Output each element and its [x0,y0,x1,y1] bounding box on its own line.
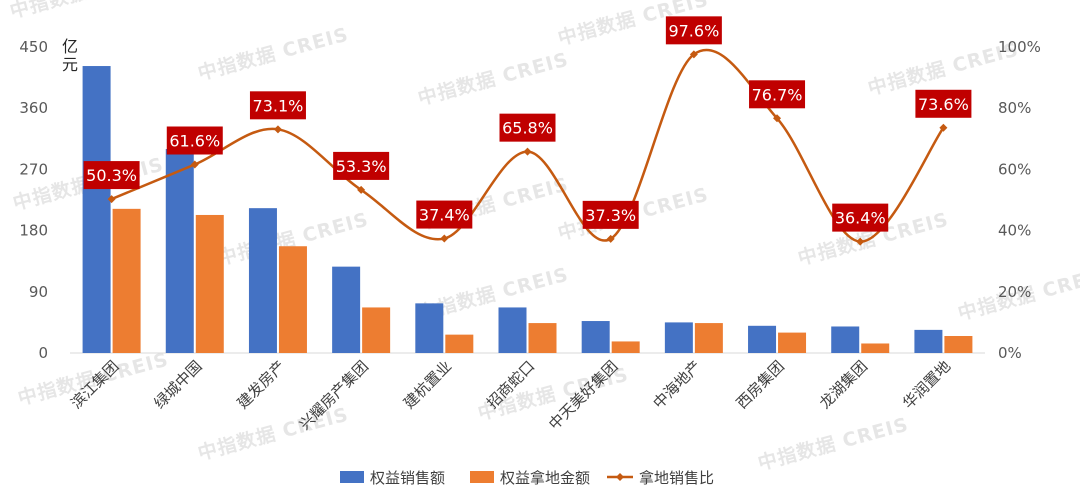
line-point-marker [606,234,615,243]
bar-sales [165,149,194,353]
watermark-text: 中指数据 CREIS [415,48,571,110]
bar-land [195,214,224,353]
left-axis: 0 90 180 270 360 450 [19,38,48,362]
bar-sales [332,266,361,353]
left-axis-tick: 270 [19,160,48,178]
legend-swatch [470,471,494,483]
legend-marker [616,473,624,481]
bar-sales [748,325,777,353]
category-label: 华润置地 [899,357,954,412]
legend-label: 拿地销售比 [639,469,714,487]
bar-sales [831,326,860,353]
data-label: 36.4% [835,209,886,228]
bar-land [278,246,307,353]
line-point-marker [856,237,865,246]
category-label: 建杭置业 [400,357,455,412]
bar-land [778,332,807,353]
left-axis-tick: 450 [19,38,48,56]
watermark-text: 中指数据 CREIS [755,413,911,475]
line-point-marker [107,195,116,204]
category-label: 龙湖集团 [816,357,871,412]
bar-land [611,341,640,353]
watermark-text: 中指数据 CREIS [7,0,163,23]
data-label: 65.8% [502,119,553,138]
data-label-box [749,80,806,109]
bar-sales [581,321,610,353]
data-label-box [665,16,722,45]
bar-land [694,323,723,353]
right-axis-tick: 100% [998,38,1041,56]
line-point-marker [773,114,782,123]
line-series-layer [107,48,948,246]
bars-layer [82,66,973,353]
data-label: 37.4% [419,206,470,225]
line-point-marker [689,50,698,59]
data-label-box [416,200,473,229]
right-axis-tick: 60% [998,160,1031,178]
data-label: 73.6% [918,95,969,114]
right-axis-tick: 0% [998,344,1022,362]
bar-land [445,334,474,353]
category-label: 中海地产 [650,357,705,412]
right-axis-tick: 40% [998,222,1031,240]
data-label-box [333,151,390,180]
data-label-box [915,89,972,118]
data-label: 76.7% [752,85,803,104]
watermark-text: 中指数据 CREIS [195,23,351,85]
data-label-box [249,91,306,120]
right-axis-tick: 80% [998,99,1031,117]
line-point-marker [357,185,366,194]
left-axis-tick: 180 [19,222,48,240]
data-label-box [83,161,140,190]
bar-sales [82,66,111,353]
left-axis-unit: 亿元 [62,37,78,74]
data-label-box [499,113,556,142]
category-label: 建发房产 [234,357,289,412]
category-label: 西房集团 [733,357,788,412]
line-point-marker [190,160,199,169]
bar-land [362,307,391,353]
data-label: 61.6% [169,132,220,151]
line-point-marker [440,234,449,243]
bar-sales [498,307,527,353]
legend: 权益销售额 权益拿地金额 拿地销售比 [340,469,714,487]
bar-sales [914,329,943,353]
data-label-box [582,200,639,229]
line-point-marker [273,125,282,134]
bar-land [112,208,141,353]
data-label: 53.3% [336,157,387,176]
bar-land [944,336,973,353]
category-labels: 滨江集团 绿城中国 建发房产 兴耀房产集团 建杭置业 招商蛇口 中天美好集团 中海地产 西房集团… [67,357,954,433]
data-label: 50.3% [86,166,137,185]
line-point-marker [523,147,532,156]
data-label-box [832,203,889,232]
data-label: 37.3% [585,206,636,225]
left-axis-tick: 90 [29,283,48,301]
bar-land [528,323,557,353]
left-axis-unit-text: 亿元 [62,37,78,74]
data-label: 97.6% [668,21,719,40]
right-axis-tick: 20% [998,283,1031,301]
bar-sales [664,322,693,353]
data-label-box [166,126,223,155]
bar-sales [415,303,444,353]
left-axis-tick: 0 [38,344,48,362]
legend-label: 权益销售额 [370,469,445,487]
data-label: 73.1% [253,96,304,115]
legend-label: 权益拿地金额 [500,469,590,487]
left-axis-tick: 360 [19,99,48,117]
legend-swatch [340,471,364,483]
line-point-marker [939,123,948,132]
bar-sales [248,208,277,353]
right-axis: 0% 20% 40% 60% 80% 100% [998,38,1041,362]
data-labels-layer: 50.3% 61.6% 73.1% 53.3% 37.4% 65.8% 37.3% 97.6%… [83,16,972,232]
bar-land [861,343,890,353]
